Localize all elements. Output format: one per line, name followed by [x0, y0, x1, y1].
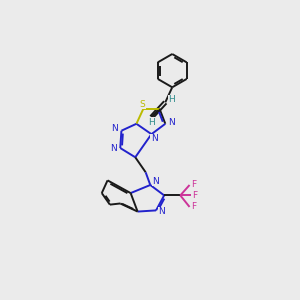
Text: H: H [148, 118, 155, 127]
Text: N: N [110, 143, 117, 152]
Text: N: N [152, 177, 159, 186]
Text: H: H [168, 95, 175, 104]
Text: N: N [112, 124, 118, 134]
Text: F: F [192, 191, 197, 200]
Text: F: F [191, 181, 196, 190]
Text: N: N [151, 134, 158, 143]
Text: S: S [139, 100, 145, 109]
Text: N: N [158, 207, 165, 216]
Text: N: N [168, 118, 175, 127]
Text: F: F [191, 202, 196, 211]
